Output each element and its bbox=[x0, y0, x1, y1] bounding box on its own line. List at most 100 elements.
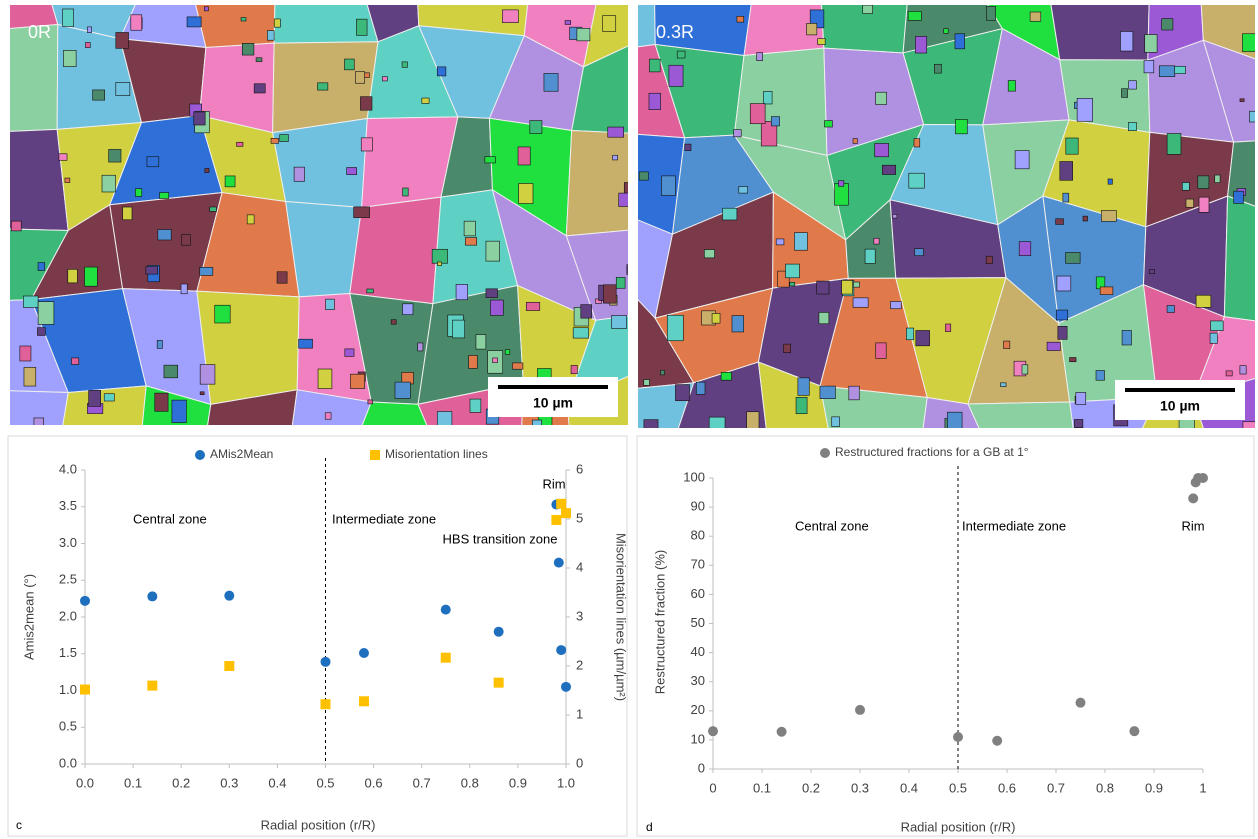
small-grain bbox=[1197, 175, 1210, 189]
small-grain bbox=[564, 20, 572, 25]
small-grain bbox=[64, 177, 71, 183]
x-tick-label: 0.5 bbox=[316, 775, 334, 790]
scale-label: 10 µm bbox=[533, 395, 573, 411]
image-label: 0R bbox=[28, 22, 51, 42]
small-grain bbox=[943, 28, 949, 34]
x-tick-label: 0.9 bbox=[509, 775, 527, 790]
grain bbox=[1227, 140, 1255, 207]
small-grain bbox=[436, 66, 447, 77]
y-tick-label: 20 bbox=[691, 702, 705, 717]
small-grain bbox=[19, 345, 32, 362]
small-grain bbox=[67, 269, 78, 284]
marker-square bbox=[561, 508, 571, 519]
x-tick-label: 0.2 bbox=[802, 780, 820, 795]
small-grain bbox=[648, 92, 661, 110]
small-grain bbox=[543, 73, 559, 92]
small-grain bbox=[1056, 275, 1072, 292]
small-grain bbox=[346, 167, 357, 175]
x-tick-label: 0.7 bbox=[413, 775, 431, 790]
grain bbox=[1202, 39, 1255, 143]
small-grain bbox=[1018, 241, 1032, 256]
small-grain bbox=[224, 175, 236, 188]
small-grain bbox=[103, 393, 115, 402]
x-axis-title: Radial position (r/R) bbox=[901, 819, 1016, 834]
small-grain bbox=[130, 14, 143, 31]
small-grain bbox=[1128, 122, 1137, 131]
small-grain bbox=[668, 64, 684, 87]
small-grain bbox=[738, 186, 748, 194]
small-grain bbox=[490, 299, 504, 316]
x-tick-label: 0.5 bbox=[949, 780, 967, 795]
small-grain bbox=[733, 129, 742, 138]
small-grain bbox=[746, 411, 760, 428]
micrograph: 0R 10 µm bbox=[10, 5, 628, 425]
marker-circle bbox=[953, 731, 963, 742]
small-grain bbox=[270, 138, 279, 144]
small-grain bbox=[464, 237, 478, 246]
scale-box bbox=[1115, 380, 1245, 420]
small-grain bbox=[934, 63, 942, 74]
small-grain bbox=[163, 364, 179, 379]
panel-label: d bbox=[646, 820, 653, 834]
y-tick-label: 0.0 bbox=[59, 755, 77, 770]
small-grain bbox=[355, 71, 365, 84]
y2-tick-label: 5 bbox=[576, 510, 583, 525]
small-grain bbox=[666, 314, 684, 342]
image-label: 0.3R bbox=[656, 22, 694, 42]
small-grain bbox=[908, 172, 925, 189]
small-grain bbox=[1069, 357, 1077, 363]
x-tick-label: 0.4 bbox=[900, 780, 918, 795]
small-grain bbox=[517, 146, 531, 166]
small-grain bbox=[485, 240, 500, 262]
small-grain bbox=[241, 43, 255, 56]
small-grain bbox=[452, 319, 465, 339]
x-tick-label: 0.8 bbox=[461, 775, 479, 790]
small-grain bbox=[204, 6, 209, 12]
y-tick-label: 90 bbox=[691, 499, 705, 514]
small-grain bbox=[246, 214, 255, 225]
marker-circle bbox=[1075, 697, 1086, 708]
small-grain bbox=[37, 327, 46, 336]
marker-circle bbox=[776, 726, 787, 737]
small-grain bbox=[763, 91, 773, 105]
grain bbox=[1050, 5, 1150, 61]
small-grain bbox=[199, 267, 214, 276]
small-grain bbox=[23, 367, 37, 387]
legend-label: Misorientation lines bbox=[385, 447, 488, 461]
small-grain bbox=[431, 248, 448, 264]
small-grain bbox=[915, 36, 928, 54]
small-grain bbox=[58, 153, 68, 161]
small-grain bbox=[771, 116, 780, 127]
small-grain bbox=[1210, 320, 1224, 331]
small-grain bbox=[1101, 210, 1117, 222]
small-grain bbox=[37, 262, 46, 271]
y-tick-label: 3.0 bbox=[59, 535, 77, 550]
small-grain bbox=[1166, 305, 1175, 313]
small-grain bbox=[623, 182, 628, 200]
small-grain bbox=[85, 42, 91, 49]
small-grain bbox=[892, 214, 898, 219]
small-grain bbox=[756, 52, 763, 61]
x-tick-label: 0.2 bbox=[172, 775, 190, 790]
y2-axis-title: Misorientation lines (µm/µm²) bbox=[614, 533, 629, 701]
small-grain bbox=[603, 284, 617, 304]
small-grain bbox=[580, 304, 592, 319]
small-grain bbox=[92, 89, 105, 101]
legend-label: Restructured fractions for a GB at 1° bbox=[835, 445, 1029, 459]
x-tick-label: 1 bbox=[1199, 780, 1206, 795]
small-grain bbox=[159, 192, 170, 199]
small-grain bbox=[209, 206, 217, 212]
grain bbox=[967, 401, 1074, 428]
grain bbox=[582, 5, 628, 68]
small-grain bbox=[907, 11, 922, 21]
x-tick-label: 0.3 bbox=[220, 775, 238, 790]
small-grain bbox=[816, 280, 830, 295]
small-grain bbox=[1065, 137, 1079, 155]
small-grain bbox=[186, 16, 202, 28]
small-grain bbox=[344, 348, 355, 357]
marker-circle bbox=[147, 591, 158, 602]
marker-circle bbox=[1129, 726, 1140, 737]
small-grain bbox=[468, 355, 478, 369]
y-tick-label: 30 bbox=[691, 673, 705, 688]
